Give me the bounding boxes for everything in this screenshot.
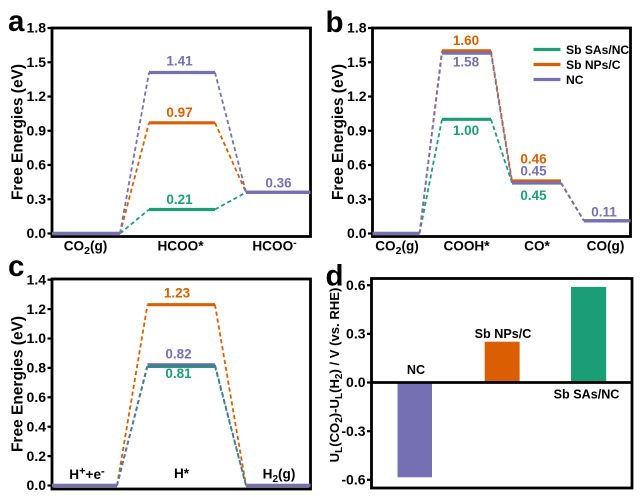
svg-text:CO(g): CO(g)	[587, 239, 625, 254]
svg-text:Free Energies (eV): Free Energies (eV)	[10, 64, 27, 200]
svg-text:CO*: CO*	[524, 239, 550, 254]
svg-text:0.9: 0.9	[27, 122, 47, 138]
svg-text:c: c	[8, 250, 24, 283]
svg-text:0.0: 0.0	[27, 225, 47, 241]
svg-text:1.58: 1.58	[453, 55, 480, 70]
svg-text:-0.6: -0.6	[341, 472, 365, 488]
svg-text:COOH*: COOH*	[443, 239, 490, 254]
svg-text:1.2: 1.2	[27, 88, 47, 104]
svg-text:0.97: 0.97	[166, 105, 192, 120]
svg-text:1.60: 1.60	[453, 33, 479, 48]
svg-text:1.00: 1.00	[453, 123, 479, 138]
svg-text:CO2(g): CO2(g)	[64, 239, 108, 258]
svg-text:0.6: 0.6	[347, 157, 367, 173]
svg-text:0.6: 0.6	[27, 157, 47, 173]
svg-text:0.11: 0.11	[591, 204, 617, 219]
svg-text:Free Energies (eV): Free Energies (eV)	[330, 64, 347, 200]
svg-text:0.82: 0.82	[165, 347, 191, 362]
svg-text:1.2: 1.2	[27, 301, 47, 317]
svg-text:0.46: 0.46	[520, 152, 547, 167]
svg-text:0.6: 0.6	[27, 389, 47, 405]
svg-text:HCOO-: HCOO-	[252, 237, 297, 254]
svg-text:NC: NC	[566, 73, 584, 87]
svg-text:1.4: 1.4	[27, 271, 47, 287]
svg-text:CO2(g): CO2(g)	[375, 239, 419, 258]
svg-text:H++e-: H++e-	[69, 466, 105, 483]
svg-text:b: b	[326, 6, 344, 39]
svg-text:0.8: 0.8	[27, 360, 47, 376]
svg-text:0.81: 0.81	[165, 366, 192, 381]
svg-text:0.6: 0.6	[346, 277, 366, 293]
svg-text:NC: NC	[407, 363, 425, 377]
svg-text:0.3: 0.3	[27, 191, 47, 207]
svg-text:0.9: 0.9	[347, 122, 367, 138]
svg-text:1.0: 1.0	[27, 330, 47, 346]
svg-text:0.45: 0.45	[520, 188, 547, 203]
svg-text:H2(g): H2(g)	[263, 467, 296, 486]
svg-text:-0.3: -0.3	[341, 423, 365, 439]
svg-text:1.8: 1.8	[347, 20, 367, 36]
svg-text:Free Energies (eV): Free Energies (eV)	[10, 316, 27, 452]
svg-text:a: a	[8, 5, 25, 38]
svg-text:Sb SAs/NC: Sb SAs/NC	[566, 43, 629, 57]
svg-text:1.2: 1.2	[347, 88, 367, 104]
svg-text:1.8: 1.8	[27, 20, 47, 36]
svg-text:0.4: 0.4	[27, 418, 47, 434]
svg-text:0.2: 0.2	[27, 448, 47, 464]
svg-text:0.0: 0.0	[346, 374, 366, 390]
svg-text:1.5: 1.5	[27, 54, 47, 70]
svg-text:H*: H*	[174, 466, 190, 481]
svg-text:1.41: 1.41	[166, 54, 193, 69]
svg-text:HCOO*: HCOO*	[157, 239, 204, 254]
svg-text:d: d	[326, 260, 344, 293]
svg-text:0.0: 0.0	[27, 477, 47, 493]
svg-text:0.21: 0.21	[166, 192, 193, 207]
svg-text:Sb NPs/C: Sb NPs/C	[475, 327, 532, 341]
svg-text:1.23: 1.23	[164, 286, 191, 301]
svg-text:0.0: 0.0	[347, 225, 367, 241]
svg-text:0.45: 0.45	[520, 164, 547, 179]
svg-text:0.3: 0.3	[347, 191, 367, 207]
svg-text:Sb SAs/NC: Sb SAs/NC	[554, 388, 620, 402]
svg-text:0.3: 0.3	[346, 326, 366, 342]
svg-text:1.5: 1.5	[347, 54, 367, 70]
svg-text:0.36: 0.36	[265, 176, 292, 191]
svg-text:Sb NPs/C: Sb NPs/C	[566, 58, 621, 72]
